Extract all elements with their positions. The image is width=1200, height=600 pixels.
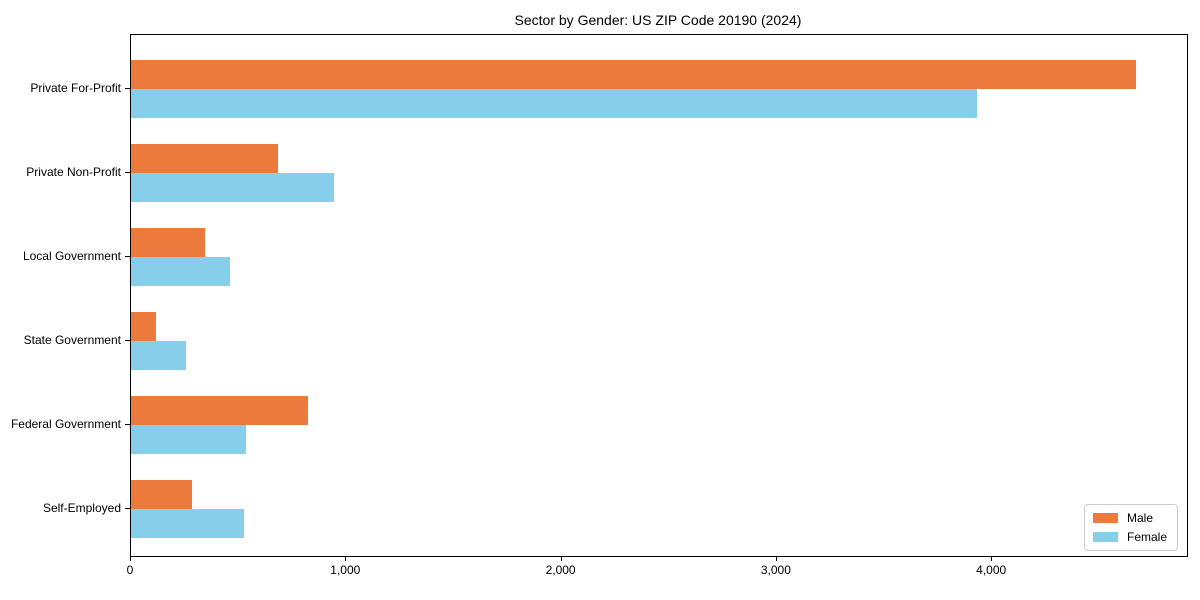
bar-male-1 (131, 60, 1137, 89)
y-tick-mark (125, 172, 130, 173)
legend-label: Male (1126, 511, 1153, 525)
chart-title: Sector by Gender: US ZIP Code 20190 (202… (514, 12, 802, 28)
y-tick-mark (125, 508, 130, 509)
bar-male-4 (131, 312, 156, 341)
bar-male-6 (131, 480, 193, 509)
legend-label: Female (1126, 530, 1167, 544)
bar-female-1 (131, 89, 978, 118)
x-tick-mark (560, 556, 562, 561)
bar-female-5 (131, 425, 247, 454)
y-tick-label: Local Government (22, 249, 121, 263)
bars-layer (131, 35, 1187, 556)
bar-female-4 (131, 341, 186, 370)
y-tick-label: State Government (23, 333, 121, 347)
y-tick-mark (125, 340, 130, 341)
y-tick-mark (125, 88, 130, 89)
y-tick-label: Self-Employed (42, 501, 121, 515)
bar-female-2 (131, 173, 335, 202)
bar-male-2 (131, 144, 279, 173)
x-tick-mark (775, 556, 777, 561)
x-tick-mark (991, 556, 993, 561)
x-tick-label: 2,000 (545, 563, 576, 577)
legend-swatch-female (1092, 532, 1118, 542)
x-tick-mark (130, 556, 131, 561)
x-tick-label: 3,000 (760, 563, 791, 577)
x-tick-label: 0 (126, 563, 134, 577)
plot-area: Male Female (130, 34, 1188, 557)
y-tick-label: Private For-Profit (30, 81, 121, 95)
bar-female-3 (131, 257, 231, 286)
legend: Male Female (1083, 504, 1178, 551)
x-tick-label: 4,000 (976, 563, 1007, 577)
y-tick-mark (125, 424, 130, 425)
legend-swatch-male (1092, 513, 1118, 523)
y-tick-label: Federal Government (10, 417, 121, 431)
legend-item-male: Male (1092, 511, 1167, 525)
y-tick-mark (125, 256, 130, 257)
bar-female-6 (131, 509, 245, 538)
x-tick-mark (345, 556, 347, 561)
bar-male-5 (131, 396, 308, 425)
y-tick-label: Private Non-Profit (26, 165, 121, 179)
x-tick-label: 1,000 (330, 563, 361, 577)
bar-male-3 (131, 228, 206, 257)
legend-item-female: Female (1092, 530, 1167, 544)
